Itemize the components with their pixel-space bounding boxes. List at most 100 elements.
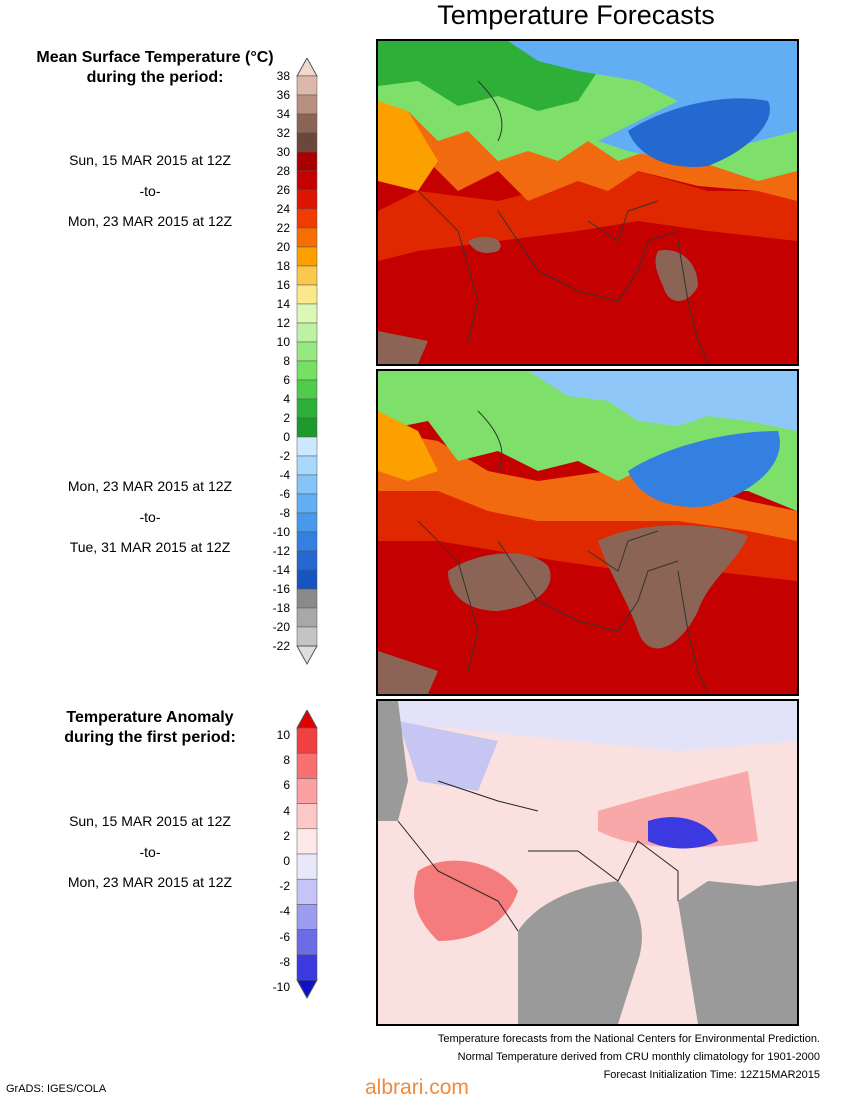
period1-start: Sun, 15 MAR 2015 at 12Z [69,152,231,168]
colorbar-label: -22 [272,639,290,653]
colorbar-label: 2 [283,828,290,843]
colorbar-label: 4 [283,392,290,406]
colorbar-swatch [296,929,318,956]
colorbar-swatch [296,189,318,210]
colorbar-swatch [296,436,318,457]
colorbar-swatch [296,803,318,830]
coastlines [417,80,709,364]
colorbar-swatch [296,853,318,880]
ocean-mask-bay-of-bengal [678,881,797,1024]
colorbar-swatch [296,170,318,191]
colorbar-label: 8 [283,354,290,368]
colorbar-label: -14 [272,563,290,577]
cold-anomaly-tibet [648,817,718,849]
colorbar-label: -2 [279,449,290,463]
colorbar-label: -6 [279,929,290,944]
colorbar-swatch [296,151,318,172]
colorbar-label: 10 [276,335,290,349]
colorbar-swatch [296,227,318,248]
colorbar-label: 30 [276,145,290,159]
anomaly-heading-line1: Temperature Anomaly [66,709,234,726]
warm-anomaly-east [598,771,758,848]
hot-brown-region-3 [378,331,428,364]
anomaly-period-end: Mon, 23 MAR 2015 at 12Z [67,874,233,890]
colorbar-label: -18 [272,601,290,615]
colorbar-swatch [296,569,318,590]
mean-temp-heading-line1: Mean Surface Temperature (°C) [36,49,274,66]
ocean-mask-west [378,701,408,821]
colorbar-swatch [296,379,318,400]
period2-sep: -to- [139,509,161,525]
footer-line-3: Forecast Initialization Time: 12Z15MAR20… [603,1069,820,1081]
colorbar-label: -16 [272,582,290,596]
period1-end: Mon, 23 MAR 2015 at 12Z [67,213,233,229]
colorbar-label: 2 [283,411,290,425]
footer-line-1: Temperature forecasts from the National … [437,1033,820,1045]
colorbar-label: 8 [283,753,290,768]
colorbar-label: 24 [276,202,290,216]
warm-anomaly-arabia [414,860,518,941]
colorbar-swatch [296,246,318,267]
period1-sep: -to- [139,183,161,199]
colorbar-swatch [296,360,318,381]
colorbar-swatch [296,341,318,362]
colorbar-label: -20 [272,620,290,634]
colorbar-bottom-arrow [296,645,318,666]
colorbar-label: 16 [276,278,290,292]
colorbar-swatch [296,284,318,305]
colorbar-label: -4 [279,904,290,919]
colorbar-label: -4 [279,468,290,482]
colorbar-label: -12 [272,544,290,558]
colorbar-swatch [296,455,318,476]
map-period1-mean-temp [376,39,799,366]
colorbar-swatch [296,531,318,552]
coastlines [417,410,709,694]
colorbar-swatch [296,778,318,804]
colorbar-swatch [296,398,318,419]
orange-region [378,101,438,191]
colorbar-label: 10 [276,728,290,742]
colorbar-label: 6 [283,778,290,793]
colorbar-swatch [296,75,318,96]
colorbar-label: -8 [279,506,290,520]
colorbar-swatch [296,752,318,779]
colorbar-label: 0 [283,430,290,444]
hot-brown-region-1 [655,250,698,301]
colorbar-swatch [296,954,318,981]
colorbar-label: 36 [276,88,290,102]
colorbar-swatch [296,417,318,438]
colorbar-label: -2 [279,879,290,894]
country-borders [397,780,679,932]
anomaly-colorbar [296,710,318,1000]
hot-brown-region-1 [448,553,551,611]
colorbar-swatch [296,265,318,286]
colorbar-swatch [296,94,318,115]
colorbar-swatch [296,626,318,647]
very-cold-region [628,98,770,167]
colorbar-label: 38 [276,69,290,83]
colorbar-label: 4 [283,803,290,818]
colorbar-label: -6 [279,487,290,501]
footer-line-2: Normal Temperature derived from CRU mont… [457,1051,820,1063]
colorbar-label: 6 [283,373,290,387]
colorbar-swatch [296,512,318,533]
colorbar-swatch [296,208,318,229]
map-period2-mean-temp [376,369,799,696]
colorbar-label: 26 [276,183,290,197]
colorbar-swatch [296,132,318,153]
mean-temp-heading-line2: during the period: [86,69,224,86]
colorbar-label: -10 [272,980,290,994]
colorbar-swatch [296,878,318,905]
colorbar-swatch [296,550,318,571]
grads-credit: GrADS: IGES/COLA [6,1083,107,1095]
hot-brown-region-2 [598,525,748,649]
colorbar-label: 28 [276,164,290,178]
colorbar-label: 34 [276,107,290,121]
cold-region [528,371,797,431]
colorbar-swatch [296,113,318,134]
map-temperature-anomaly [376,699,799,1026]
colorbar-swatch [296,322,318,343]
orange-region [378,411,438,481]
colorbar-swatch [296,904,318,930]
colorbar-label: 18 [276,259,290,273]
